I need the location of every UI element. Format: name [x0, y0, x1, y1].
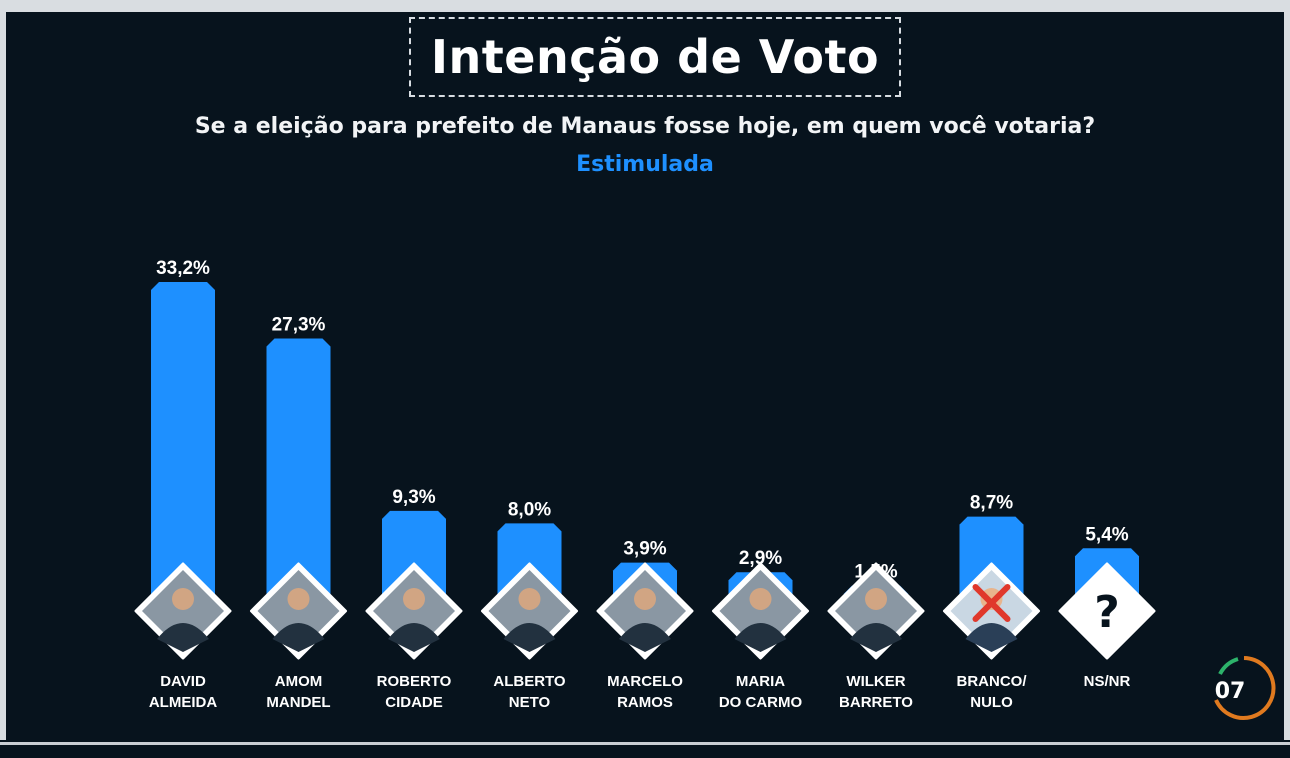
category-label: ALBERTO [493, 673, 566, 690]
bar-value-label: 3,9% [623, 539, 666, 560]
bar [151, 282, 215, 600]
photo-background [373, 570, 455, 652]
category-label: MARCELO [607, 673, 683, 690]
chart-title: Intenção de Voto [430, 30, 880, 84]
photo-background [835, 570, 917, 652]
bar [382, 510, 446, 600]
category-label: ALMEIDA [149, 694, 217, 711]
photo-background [488, 570, 571, 652]
badge-ring-arc [1214, 656, 1276, 720]
candidate-badge [712, 562, 809, 660]
candidate-badge [596, 562, 694, 660]
bar-value-label: 8,7% [970, 493, 1013, 514]
divider [0, 742, 1290, 745]
category-label: BRANCO/ [957, 673, 1028, 690]
bar-value-label: 33,2% [156, 258, 210, 279]
candidate-badge [134, 562, 232, 660]
photo-background [950, 570, 1033, 652]
category-label: NULO [970, 694, 1013, 711]
person-head [287, 588, 310, 610]
person-head [865, 588, 887, 610]
candidate-badge [943, 562, 1040, 660]
person-body [965, 623, 1018, 652]
category-label: DAVID [160, 673, 206, 690]
candidate-badge [827, 562, 925, 660]
candidate-badge: ? [1058, 562, 1156, 660]
question-mark-icon: ? [1094, 587, 1120, 638]
category-label: MARIA [736, 673, 785, 690]
cross-line [972, 584, 1011, 622]
bar-value-label: 5,4% [1085, 524, 1128, 545]
category-label: ROBERTO [377, 673, 452, 690]
candidate-badge [250, 562, 347, 660]
photo-background [604, 570, 686, 652]
page-number: 07 [1215, 679, 1246, 704]
category-label: RAMOS [617, 694, 673, 711]
page-number-badge: 07 [1214, 656, 1276, 720]
category-label: NS/NR [1084, 673, 1131, 690]
bar-value-label: 9,3% [392, 487, 435, 508]
category-label: DO CARMO [719, 694, 803, 711]
category-label: BARRETO [839, 694, 913, 711]
candidate-badge [365, 562, 463, 660]
category-label: WILKER [846, 673, 905, 690]
person-body [388, 623, 440, 652]
photo-background [257, 570, 340, 652]
title-box: Intenção de Voto [409, 17, 901, 97]
badge-ring-arc-green [1218, 657, 1239, 676]
photo-background [142, 570, 224, 652]
category-label: AMOM [275, 673, 323, 690]
person-body [157, 623, 209, 652]
poll-type-label: Estimulada [576, 152, 714, 177]
photo-background [719, 570, 802, 652]
candidate-badge [481, 562, 578, 660]
person-head [403, 588, 425, 610]
badge-frame [1058, 562, 1156, 660]
person-head [518, 588, 541, 610]
bar-value-label: 8,0% [508, 499, 551, 520]
person-body [734, 623, 787, 652]
category-label: NETO [509, 694, 551, 711]
bar-value-label: 27,3% [272, 315, 326, 336]
person-body [850, 623, 902, 652]
person-body [272, 623, 325, 652]
category-label: CIDADE [385, 694, 443, 711]
person-body [503, 623, 556, 652]
category-label: MANDEL [266, 694, 330, 711]
person-head [172, 588, 194, 610]
person-head [634, 588, 656, 610]
person-head [749, 588, 772, 610]
bar [266, 338, 331, 600]
bar-value-label: 2,9% [739, 548, 782, 569]
person-body [619, 623, 671, 652]
chart-subtitle: Se a eleição para prefeito de Manaus fos… [194, 114, 1096, 139]
